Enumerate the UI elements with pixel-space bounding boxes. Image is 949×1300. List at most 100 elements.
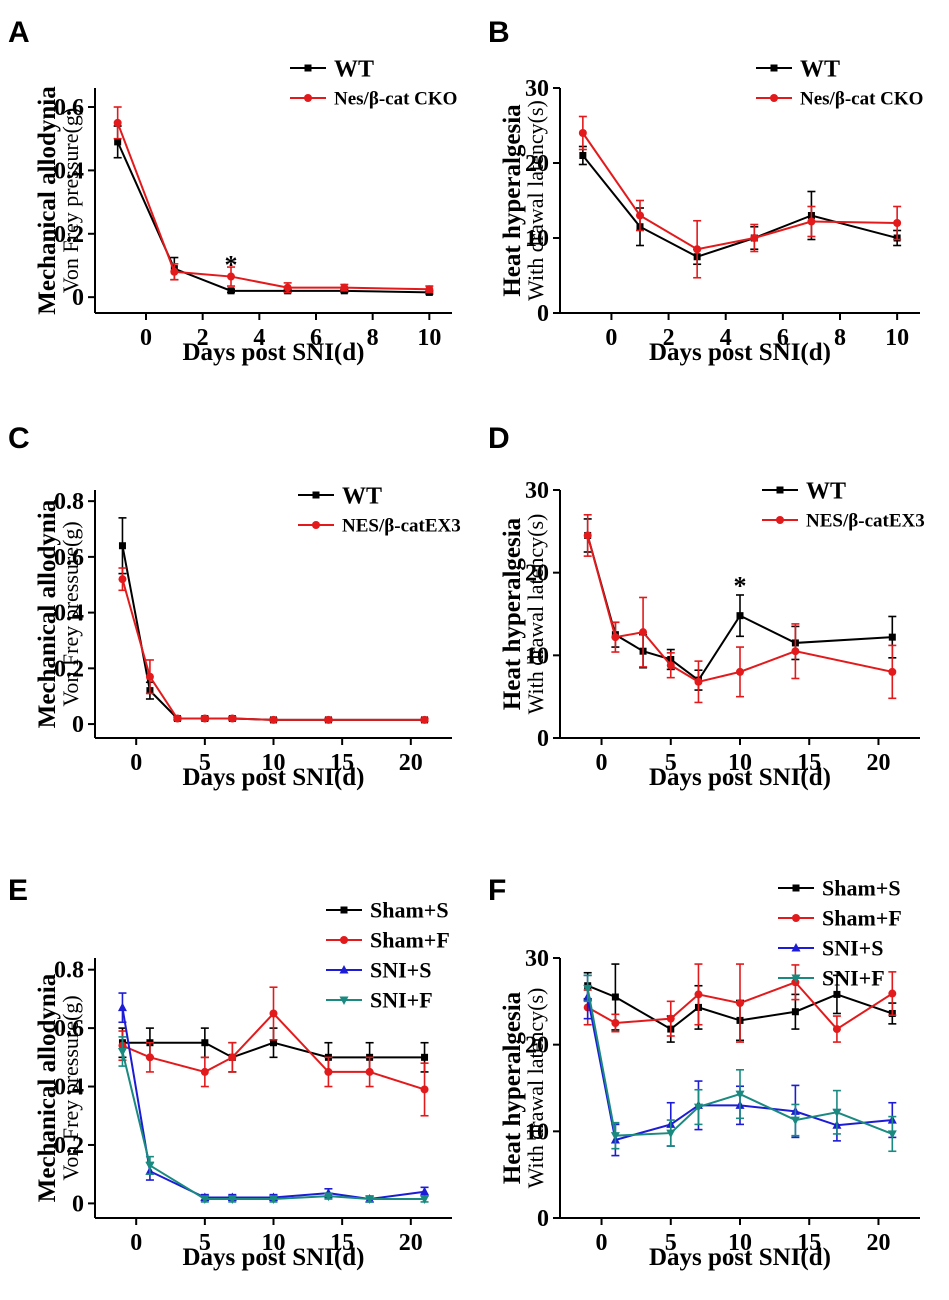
data-point bbox=[639, 628, 648, 637]
legend: WT NES/β-catEX3 bbox=[762, 478, 925, 532]
series-line bbox=[121, 545, 425, 721]
legend-label: WT bbox=[800, 56, 840, 82]
y-tick-label: 20 bbox=[525, 561, 549, 587]
series-nes-cat-cko bbox=[113, 106, 434, 294]
x-tick-label: 0 bbox=[140, 325, 152, 351]
panel-letter: E bbox=[8, 874, 28, 907]
x-tick-label: 8 bbox=[834, 325, 846, 351]
series-line bbox=[586, 996, 893, 1142]
y-axis-subtitle: With drawal latency(s) bbox=[523, 988, 548, 1189]
y-axis-title: Heat hyperalgesia bbox=[499, 104, 526, 297]
data-point bbox=[145, 1053, 154, 1062]
x-axis-title: Days post SNI(d) bbox=[183, 339, 365, 366]
y-tick-label: 0 bbox=[537, 1206, 549, 1232]
y-axis-title: Heat hyperalgesia bbox=[499, 517, 526, 710]
series-line bbox=[122, 1041, 425, 1059]
data-point bbox=[694, 990, 703, 999]
x-axis-title: Days post SNI(d) bbox=[649, 764, 831, 791]
y-tick-label: 0 bbox=[72, 285, 84, 311]
panel-c: C 0 0.2 0.4 0.6 0.8 0 5 10 15 20 Mechanical allodyn… bbox=[8, 422, 461, 791]
series-nes-catex3 bbox=[583, 513, 897, 704]
series-nes-cat-cko bbox=[578, 115, 902, 279]
data-point bbox=[228, 714, 237, 723]
legend-marker bbox=[776, 516, 784, 524]
y-tick-label: 10 bbox=[525, 226, 549, 252]
legend-label: SNI+S bbox=[370, 958, 431, 983]
data-point bbox=[270, 1039, 277, 1047]
x-tick-label: 0 bbox=[596, 750, 608, 776]
data-point bbox=[227, 1195, 237, 1205]
legend: WT Nes/β-cat CKO bbox=[756, 56, 923, 110]
x-tick-label: 5 bbox=[199, 1230, 211, 1256]
series-sni-f bbox=[583, 974, 897, 1153]
legend-label: Nes/β-cat CKO bbox=[800, 89, 923, 110]
x-tick-label: 6 bbox=[777, 325, 789, 351]
data-point bbox=[887, 1130, 897, 1139]
x-tick-label: 10 bbox=[262, 1230, 286, 1256]
y-tick-label: 0 bbox=[537, 726, 549, 752]
x-axis-title: Days post SNI(d) bbox=[183, 1244, 365, 1271]
x-tick-label: 8 bbox=[367, 325, 379, 351]
panel-a: A 0 0.2 0.4 0.6 0 2 4 6 8 10 Mechanical allodyniaVo… bbox=[8, 16, 457, 366]
data-point bbox=[114, 138, 122, 146]
data-point bbox=[666, 661, 675, 670]
x-tick-label: 5 bbox=[665, 1230, 677, 1256]
data-point bbox=[118, 542, 126, 550]
series-line bbox=[587, 981, 893, 1031]
legend: Sham+S Sham+F SNI+S SNI+F bbox=[326, 898, 450, 1013]
y-tick-label: 0.2 bbox=[54, 656, 84, 682]
x-tick-label: 20 bbox=[866, 750, 890, 776]
data-point bbox=[636, 211, 644, 220]
y-axis-title: Mechanical allodynia bbox=[34, 973, 61, 1202]
y-tick-label: 30 bbox=[525, 946, 549, 972]
x-tick-label: 0 bbox=[596, 1230, 608, 1256]
x-tick-label: 20 bbox=[399, 750, 423, 776]
data-point bbox=[420, 1186, 430, 1196]
data-point bbox=[324, 715, 333, 724]
series-line bbox=[582, 132, 898, 251]
y-tick-label: 20 bbox=[525, 1033, 549, 1059]
data-point bbox=[893, 219, 902, 227]
legend-marker bbox=[304, 94, 312, 102]
data-point bbox=[578, 129, 587, 137]
data-point bbox=[888, 989, 897, 998]
x-tick-label: 15 bbox=[330, 750, 354, 776]
series-line bbox=[116, 122, 430, 291]
y-axis-subtitle: Von Frey pressure(g) bbox=[58, 521, 83, 706]
y-tick-label: 0.8 bbox=[54, 489, 84, 515]
legend-marker bbox=[304, 64, 312, 72]
legend-label: SNI+F bbox=[370, 988, 433, 1013]
data-point bbox=[421, 1053, 429, 1061]
data-point bbox=[736, 667, 744, 676]
data-point bbox=[420, 1085, 429, 1094]
series-line bbox=[121, 1051, 425, 1201]
data-point bbox=[420, 1195, 430, 1205]
data-point bbox=[736, 612, 744, 620]
legend-marker bbox=[776, 486, 784, 494]
legend-label: SNI+F bbox=[822, 966, 885, 991]
series-nes-catex3 bbox=[118, 567, 429, 724]
data-point bbox=[736, 999, 744, 1008]
legend-marker bbox=[312, 521, 320, 529]
x-tick-label: 2 bbox=[663, 325, 675, 351]
data-point bbox=[666, 1014, 675, 1023]
y-tick-label: 0 bbox=[537, 301, 549, 327]
y-tick-label: 0.6 bbox=[54, 1016, 84, 1042]
legend-label: WT bbox=[342, 483, 382, 509]
data-point bbox=[269, 1009, 278, 1018]
legend-label: NES/β-catEX3 bbox=[342, 516, 461, 537]
data-point bbox=[807, 217, 816, 226]
data-point bbox=[790, 1116, 800, 1126]
data-point bbox=[611, 1019, 620, 1027]
series-wt bbox=[118, 517, 429, 724]
data-point bbox=[200, 1067, 209, 1076]
y-tick-label: 0.8 bbox=[54, 958, 84, 984]
data-point bbox=[340, 283, 349, 292]
y-tick-label: 0.2 bbox=[54, 1133, 84, 1159]
data-point bbox=[324, 1067, 333, 1076]
data-point bbox=[420, 715, 429, 724]
series-line bbox=[582, 154, 898, 258]
data-point bbox=[365, 1195, 375, 1205]
